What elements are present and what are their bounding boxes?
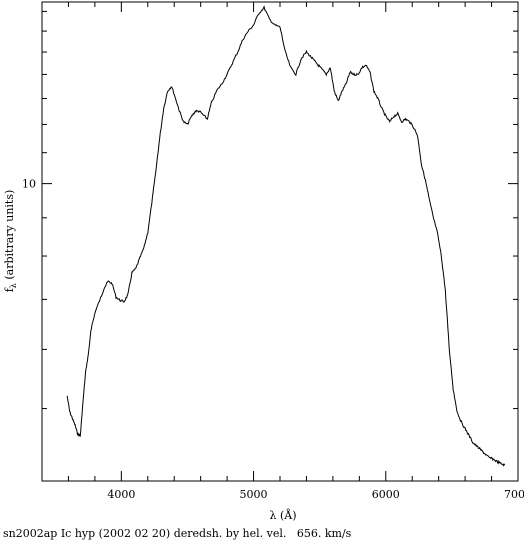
x-tick-label: 5000 — [240, 488, 268, 501]
y-axis-label: fλ (arbitrary units) — [3, 190, 18, 293]
plot-frame — [41, 1, 519, 482]
tick-labels: 4000 5000 6000 7000 10 — [22, 178, 524, 501]
x-tick-label: 6000 — [372, 488, 400, 501]
tick-marks — [42, 2, 519, 482]
y-axis-label-sub: λ — [9, 283, 18, 288]
y-tick-label: 10 — [22, 178, 36, 191]
x-axis-label: λ (Å) — [270, 508, 297, 522]
spectrum-series-line — [66, 5, 506, 467]
y-axis-label-rest: (arbitrary units) — [3, 190, 16, 283]
x-tick-label: 7000 — [504, 488, 524, 501]
x-tick-label: 4000 — [107, 488, 135, 501]
chart-caption: sn2002ap Ic hyp (2002 02 20) deredsh. by… — [3, 527, 352, 540]
y-axis-label-main: f — [3, 287, 16, 292]
